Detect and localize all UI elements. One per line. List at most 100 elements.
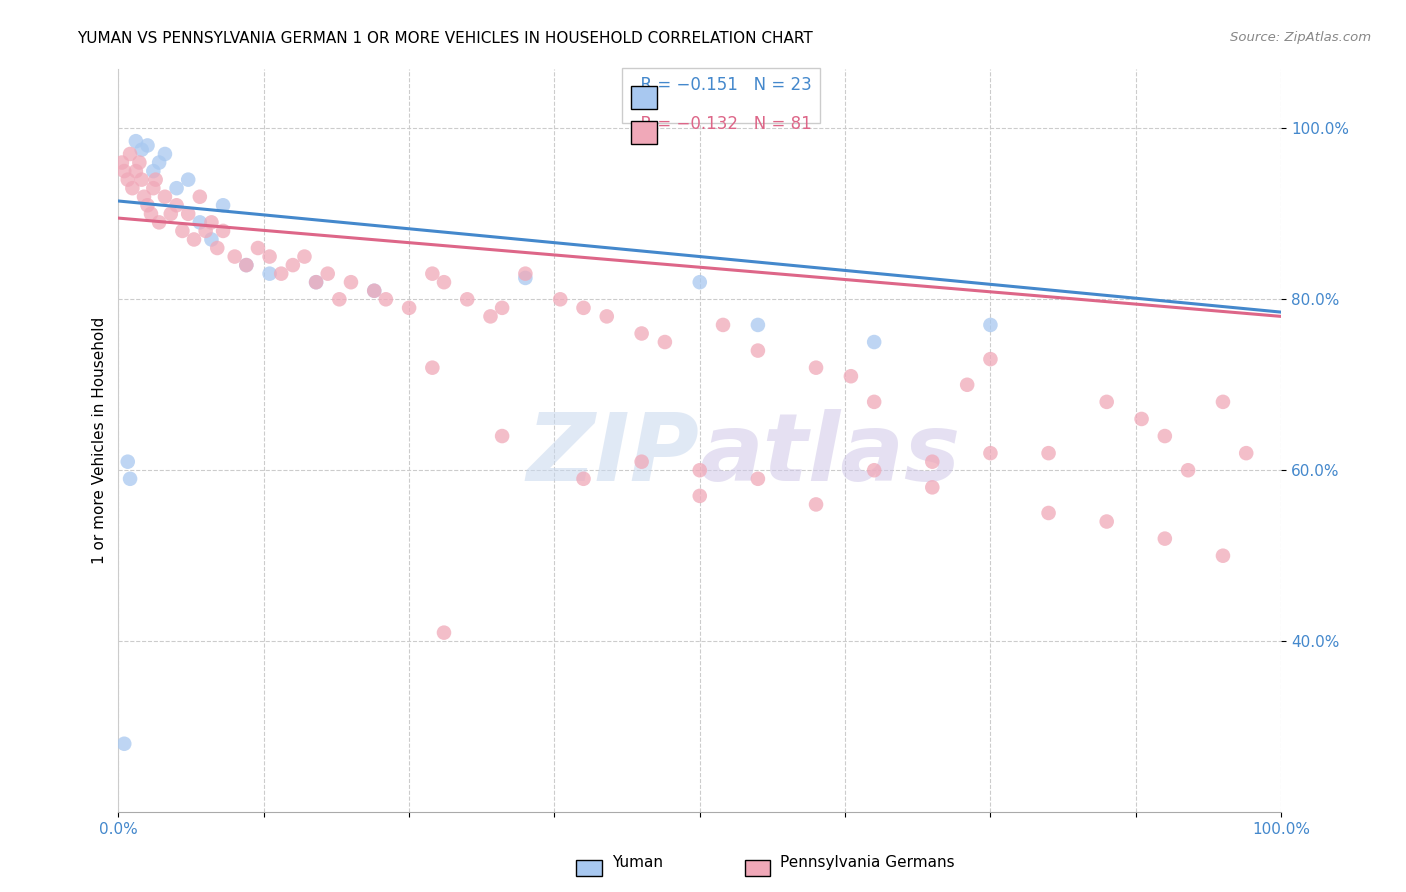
Point bbox=[139, 207, 162, 221]
Point bbox=[166, 198, 188, 212]
Point bbox=[630, 326, 652, 341]
Point bbox=[112, 164, 135, 178]
Point bbox=[689, 489, 711, 503]
FancyBboxPatch shape bbox=[631, 120, 657, 145]
Point bbox=[136, 138, 159, 153]
Point bbox=[689, 275, 711, 289]
Point bbox=[235, 258, 257, 272]
Point bbox=[120, 472, 142, 486]
Point bbox=[363, 284, 385, 298]
Text: R = −0.151   N = 23
  R = −0.132   N = 81: R = −0.151 N = 23 R = −0.132 N = 81 bbox=[630, 76, 811, 115]
Point bbox=[863, 334, 886, 349]
Point bbox=[422, 360, 444, 375]
Point bbox=[1038, 506, 1060, 520]
Point bbox=[177, 172, 200, 186]
Point bbox=[188, 215, 211, 229]
Point bbox=[1212, 549, 1234, 563]
Point bbox=[596, 310, 619, 324]
Point bbox=[125, 134, 148, 148]
Point bbox=[131, 172, 153, 186]
Point bbox=[1212, 395, 1234, 409]
Point bbox=[246, 241, 269, 255]
Y-axis label: 1 or more Vehicles in Household: 1 or more Vehicles in Household bbox=[93, 317, 107, 564]
Point bbox=[172, 224, 194, 238]
Point bbox=[328, 293, 350, 307]
Point bbox=[479, 310, 502, 324]
Point bbox=[1177, 463, 1199, 477]
Point bbox=[747, 343, 769, 358]
Text: atlas: atlas bbox=[700, 409, 962, 501]
Point bbox=[340, 275, 363, 289]
Point bbox=[212, 198, 235, 212]
Point bbox=[491, 301, 513, 315]
Point bbox=[112, 737, 135, 751]
Point bbox=[747, 318, 769, 332]
Point bbox=[212, 224, 235, 238]
Point bbox=[1095, 395, 1118, 409]
Point bbox=[305, 275, 328, 289]
Point bbox=[630, 455, 652, 469]
Point bbox=[142, 181, 165, 195]
Point bbox=[1153, 532, 1175, 546]
Point bbox=[128, 155, 150, 169]
Point bbox=[1234, 446, 1257, 460]
Point bbox=[120, 147, 142, 161]
Point bbox=[1153, 429, 1175, 443]
Point bbox=[125, 164, 148, 178]
Point bbox=[979, 318, 1001, 332]
FancyBboxPatch shape bbox=[631, 86, 657, 110]
Point bbox=[1130, 412, 1153, 426]
Point bbox=[456, 293, 478, 307]
Point bbox=[153, 147, 176, 161]
Point bbox=[515, 267, 537, 281]
Point bbox=[121, 181, 143, 195]
Point bbox=[235, 258, 257, 272]
Point bbox=[654, 334, 676, 349]
Text: R = −0.132   N = 81: R = −0.132 N = 81 bbox=[630, 115, 811, 133]
Point bbox=[433, 625, 456, 640]
Point bbox=[305, 275, 328, 289]
Point bbox=[363, 284, 385, 298]
Point bbox=[572, 301, 595, 315]
Point bbox=[131, 143, 153, 157]
Point bbox=[136, 198, 159, 212]
Point bbox=[294, 250, 316, 264]
Point bbox=[374, 293, 396, 307]
Point bbox=[839, 369, 862, 384]
Point bbox=[491, 429, 513, 443]
Text: ZIP: ZIP bbox=[527, 409, 700, 501]
Point bbox=[177, 207, 200, 221]
Point bbox=[117, 455, 139, 469]
Point bbox=[747, 472, 769, 486]
Point bbox=[132, 190, 155, 204]
Point bbox=[159, 207, 181, 221]
Point bbox=[145, 172, 167, 186]
Point bbox=[142, 164, 165, 178]
Text: R = −0.151   N = 23: R = −0.151 N = 23 bbox=[630, 76, 811, 94]
Point bbox=[515, 271, 537, 285]
Point bbox=[1095, 515, 1118, 529]
Point bbox=[711, 318, 734, 332]
Point bbox=[979, 446, 1001, 460]
Point bbox=[689, 463, 711, 477]
Point bbox=[804, 498, 827, 512]
Point bbox=[166, 181, 188, 195]
Point bbox=[194, 224, 217, 238]
Point bbox=[153, 190, 176, 204]
Point bbox=[224, 250, 246, 264]
Point bbox=[259, 267, 281, 281]
Point bbox=[548, 293, 571, 307]
Point bbox=[422, 267, 444, 281]
Point bbox=[281, 258, 304, 272]
Point bbox=[572, 472, 595, 486]
Point bbox=[259, 250, 281, 264]
Point bbox=[398, 301, 420, 315]
Text: YUMAN VS PENNSYLVANIA GERMAN 1 OR MORE VEHICLES IN HOUSEHOLD CORRELATION CHART: YUMAN VS PENNSYLVANIA GERMAN 1 OR MORE V… bbox=[77, 31, 813, 46]
Point bbox=[863, 395, 886, 409]
Point bbox=[207, 241, 229, 255]
Point bbox=[270, 267, 292, 281]
Point bbox=[316, 267, 339, 281]
Point bbox=[148, 155, 170, 169]
Point bbox=[804, 360, 827, 375]
Point bbox=[956, 377, 979, 392]
